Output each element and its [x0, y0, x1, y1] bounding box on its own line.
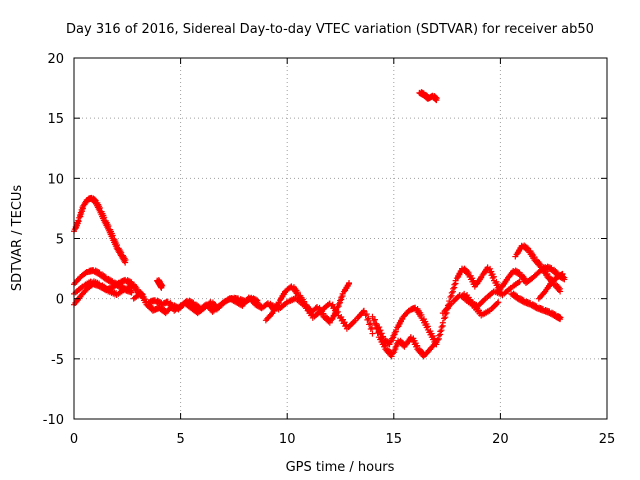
data-point — [387, 338, 394, 345]
x-tick-label: 25 — [599, 432, 616, 447]
data-point — [391, 347, 398, 354]
axis-ticks: 0 5 10 15 20 25 -10 -5 0 5 10 15 20 — [43, 52, 616, 447]
data-point — [366, 321, 373, 328]
data-point — [338, 294, 345, 301]
data-point — [451, 281, 458, 288]
y-tick-label: 10 — [47, 172, 64, 187]
data-point — [76, 214, 83, 221]
data-point — [362, 312, 369, 319]
data-point — [368, 324, 375, 331]
data-point — [128, 289, 135, 296]
data-point — [346, 280, 353, 287]
data-point — [434, 337, 441, 344]
y-tick-label: -5 — [51, 353, 64, 368]
data-point — [122, 259, 129, 266]
data-point — [433, 97, 440, 104]
data-point — [75, 217, 82, 224]
data-point — [516, 278, 523, 285]
data-point — [435, 332, 442, 339]
data-point — [365, 315, 372, 322]
y-tick-label: -10 — [43, 413, 64, 428]
x-tick-label: 20 — [492, 432, 509, 447]
data-point — [464, 270, 471, 277]
data-point — [392, 344, 399, 351]
data-point — [367, 325, 374, 332]
y-tick-label: 20 — [47, 52, 64, 67]
chart-title: Day 316 of 2016, Sidereal Day-to-day VTE… — [66, 22, 594, 37]
data-point — [450, 285, 457, 292]
data-point — [557, 316, 564, 323]
x-axis-label: GPS time / hours — [286, 460, 395, 475]
y-tick-label: 15 — [47, 112, 64, 127]
data-point — [389, 350, 396, 357]
data-point — [76, 212, 83, 219]
data-point — [371, 316, 378, 323]
plot-frame — [73, 57, 608, 420]
grid-lines — [74, 58, 607, 419]
data-point — [437, 328, 444, 335]
data-point — [495, 299, 502, 306]
x-tick-label: 10 — [279, 432, 296, 447]
data-point — [388, 353, 395, 360]
data-point — [78, 206, 85, 213]
data-points — [71, 89, 568, 360]
data-point — [489, 274, 496, 281]
data-point — [390, 332, 397, 339]
data-point — [439, 319, 446, 326]
data-point — [561, 276, 568, 283]
x-tick-label: 15 — [386, 432, 403, 447]
data-point — [253, 298, 260, 305]
y-axis-label: SDTVAR / TECUs — [10, 185, 25, 292]
data-point — [364, 316, 371, 323]
data-point — [77, 209, 84, 216]
data-point — [391, 329, 398, 336]
x-tick-label: 5 — [176, 432, 184, 447]
data-point — [448, 289, 455, 296]
x-tick-label: 0 — [70, 432, 78, 447]
data-point — [158, 284, 165, 291]
data-point — [389, 335, 396, 342]
data-point — [447, 293, 454, 300]
data-point — [557, 288, 564, 295]
data-point — [254, 299, 261, 306]
data-point — [432, 96, 439, 103]
data-point — [438, 324, 445, 331]
data-point — [433, 341, 440, 348]
data-point — [360, 307, 367, 314]
data-point — [337, 297, 344, 304]
data-point — [369, 330, 376, 337]
data-point — [378, 334, 385, 341]
data-point — [441, 315, 448, 322]
data-point — [367, 320, 374, 327]
data-point — [130, 282, 137, 289]
data-point — [559, 271, 566, 278]
y-tick-label: 5 — [56, 233, 64, 248]
data-point — [386, 341, 393, 348]
data-point — [335, 300, 342, 307]
y-tick-label: 0 — [56, 293, 64, 308]
data-point — [363, 311, 370, 318]
